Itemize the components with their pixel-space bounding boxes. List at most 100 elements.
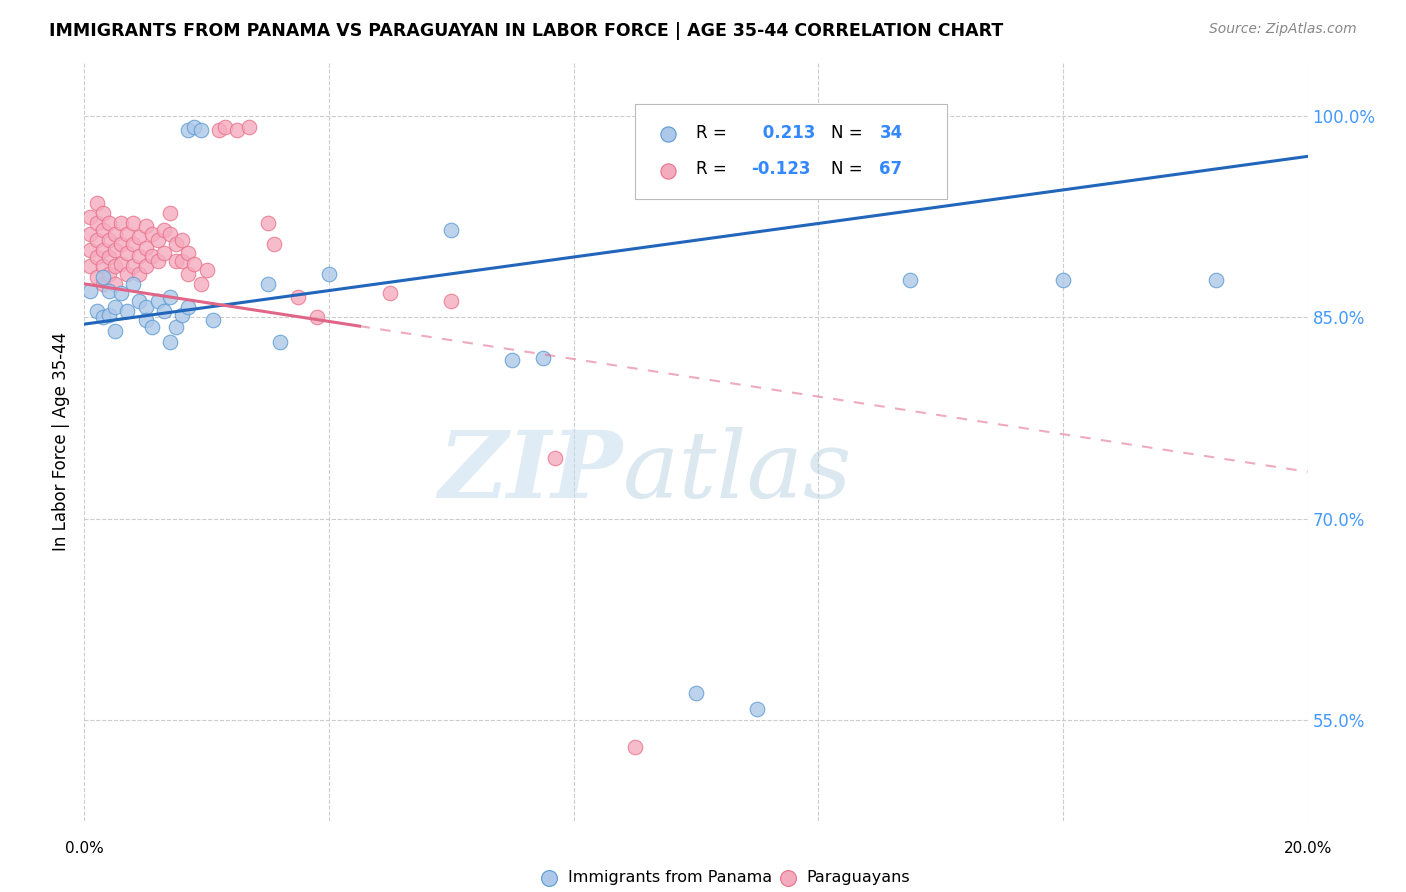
Point xyxy=(97,268,120,282)
Point xyxy=(104,300,127,314)
Point xyxy=(183,257,205,271)
Point xyxy=(97,217,120,231)
Point xyxy=(226,122,249,136)
Text: 67: 67 xyxy=(880,161,903,178)
Point xyxy=(165,254,187,268)
Point xyxy=(104,227,127,242)
Text: Paraguayans: Paraguayans xyxy=(806,870,910,885)
Point xyxy=(159,205,181,219)
Point xyxy=(135,260,157,274)
Point xyxy=(128,249,150,263)
Point xyxy=(128,268,150,282)
Point xyxy=(153,303,176,318)
Text: ZIP: ZIP xyxy=(439,427,623,516)
Point xyxy=(91,244,114,258)
Point xyxy=(79,260,101,274)
Point xyxy=(86,233,108,247)
Point xyxy=(104,260,127,274)
Point xyxy=(165,236,187,251)
Point xyxy=(91,270,114,285)
Point xyxy=(141,227,163,242)
Point xyxy=(91,277,114,291)
Point xyxy=(141,319,163,334)
Point xyxy=(97,250,120,264)
Point xyxy=(115,246,138,260)
Text: IMMIGRANTS FROM PANAMA VS PARAGUAYAN IN LABOR FORCE | AGE 35-44 CORRELATION CHAR: IMMIGRANTS FROM PANAMA VS PARAGUAYAN IN … xyxy=(49,22,1004,40)
Point xyxy=(141,249,163,263)
Point xyxy=(122,217,145,231)
Point xyxy=(305,310,328,325)
Text: 0.213: 0.213 xyxy=(758,124,815,142)
Point xyxy=(97,233,120,247)
Point xyxy=(201,313,224,327)
Point xyxy=(86,270,108,285)
Point xyxy=(440,223,463,237)
Point xyxy=(135,313,157,327)
Point xyxy=(172,254,194,268)
Point xyxy=(110,217,132,231)
Text: -0.123: -0.123 xyxy=(751,161,810,178)
Point xyxy=(110,286,132,301)
Point xyxy=(531,351,554,365)
Text: Immigrants from Panama: Immigrants from Panama xyxy=(568,870,772,885)
Point xyxy=(97,308,120,322)
Point xyxy=(110,257,132,271)
Point xyxy=(91,223,114,237)
Point xyxy=(86,303,108,318)
Point xyxy=(238,120,260,134)
Point xyxy=(177,122,200,136)
Text: atlas: atlas xyxy=(623,427,852,516)
Y-axis label: In Labor Force | Age 35-44: In Labor Force | Age 35-44 xyxy=(52,332,70,551)
Point xyxy=(91,205,114,219)
Text: Source: ZipAtlas.com: Source: ZipAtlas.com xyxy=(1209,22,1357,37)
Point xyxy=(747,702,769,716)
Point xyxy=(440,294,463,309)
Point xyxy=(190,277,212,291)
Point xyxy=(1205,273,1227,287)
Point xyxy=(122,277,145,291)
Point xyxy=(91,310,114,325)
Text: N =: N = xyxy=(831,161,868,178)
Point xyxy=(115,268,138,282)
Point xyxy=(685,686,707,700)
Point xyxy=(86,217,108,231)
Point xyxy=(86,196,108,211)
Point xyxy=(146,294,169,309)
Point xyxy=(122,260,145,274)
Point xyxy=(172,308,194,322)
Text: N =: N = xyxy=(831,124,868,142)
Point xyxy=(104,277,127,291)
Point xyxy=(159,227,181,242)
Point xyxy=(624,739,647,754)
Point xyxy=(159,334,181,349)
Point xyxy=(79,210,101,224)
Point xyxy=(195,263,218,277)
Text: R =: R = xyxy=(696,124,733,142)
Point xyxy=(159,290,181,304)
Point xyxy=(79,284,101,298)
Point xyxy=(115,303,138,318)
Point xyxy=(190,122,212,136)
Point xyxy=(269,334,291,349)
Point xyxy=(135,300,157,314)
Point xyxy=(110,236,132,251)
Point xyxy=(146,254,169,268)
Point xyxy=(380,286,402,301)
Point xyxy=(91,260,114,274)
Point xyxy=(502,353,524,368)
Point xyxy=(115,227,138,242)
Point xyxy=(79,244,101,258)
Point xyxy=(177,268,200,282)
Point xyxy=(177,246,200,260)
Point xyxy=(287,290,309,304)
Point xyxy=(544,451,567,466)
Point xyxy=(146,233,169,247)
Point xyxy=(104,324,127,338)
Point xyxy=(257,277,280,291)
Point xyxy=(153,246,176,260)
FancyBboxPatch shape xyxy=(636,104,946,199)
Point xyxy=(318,268,340,282)
Point xyxy=(214,120,236,134)
Point xyxy=(263,236,285,251)
Text: 34: 34 xyxy=(880,124,903,142)
